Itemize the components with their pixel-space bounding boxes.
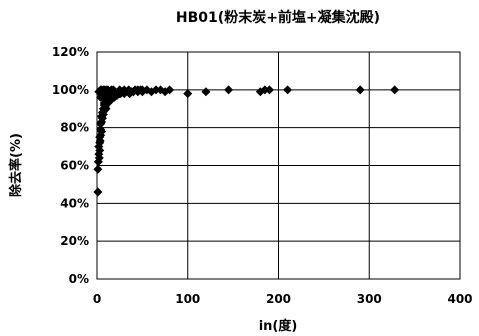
y-tick-label: 0% [69,272,89,286]
y-tick-label: 20% [60,234,89,248]
grid-lines [96,51,461,280]
y-tick-label: 40% [60,196,89,210]
y-tick-label: 100% [52,83,89,97]
data-point [390,85,400,95]
y-axis-label: 除去率(%) [8,133,24,197]
data-point [165,85,175,95]
x-tick-label: 300 [357,292,382,306]
data-point [264,85,274,95]
x-tick-label: 200 [266,292,291,306]
data-point [93,164,103,174]
y-tick-label: 120% [52,45,89,59]
y-tick-labels: 0% 20% 40% 60% 80% 100% 120% [52,45,89,286]
data-point [119,87,129,97]
data-point [283,85,293,95]
data-point [355,85,365,95]
data-point [137,85,147,95]
data-point [97,126,107,136]
data-point [260,85,270,95]
x-tick-label: 100 [175,292,200,306]
x-tick-label: 0 [93,292,101,306]
data-point [95,145,105,155]
data-point [183,89,193,99]
data-point [133,85,143,95]
chart-title: HB01(粉末炭+前塩+凝集沈殿) [176,9,380,26]
x-tick-labels: 0 100 200 300 400 [93,292,473,306]
x-tick-label: 400 [447,292,472,306]
data-point [224,85,234,95]
x-axis-label: in(度) [259,318,298,334]
y-tick-label: 80% [60,121,89,135]
data-point [95,136,105,146]
data-point [94,153,104,163]
data-point [201,87,211,97]
data-point [112,89,122,99]
data-point [151,85,161,95]
data-point [93,187,103,197]
data-points [93,85,400,197]
y-tick-label: 60% [60,159,89,173]
